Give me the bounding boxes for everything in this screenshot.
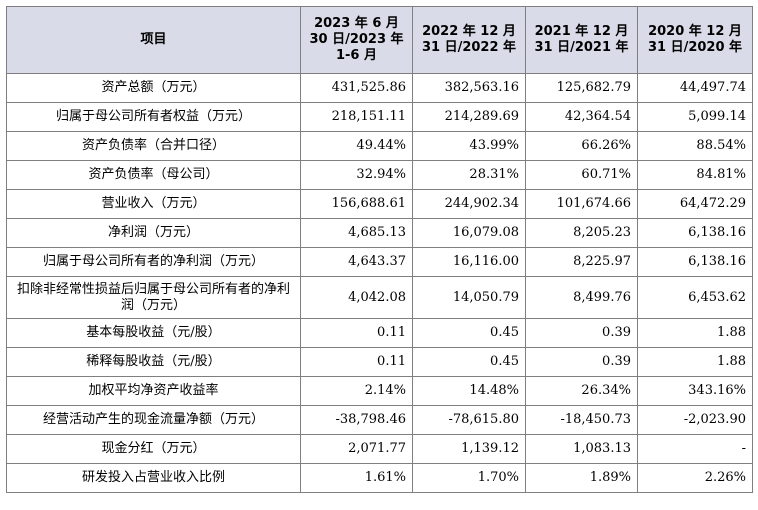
value-cell: 1,139.12	[412, 434, 526, 464]
value-cell: 2,071.77	[300, 434, 413, 464]
row-label: 加权平均净资产收益率	[6, 376, 301, 406]
value-cell: 5,099.14	[637, 102, 753, 132]
value-cell: 1.70%	[412, 463, 526, 493]
header-row: 项目 2023 年 6 月 30 日/2023 年 1-6 月 2022 年 1…	[6, 6, 753, 74]
value-cell: 4,643.37	[300, 247, 413, 277]
row-label: 基本每股收益（元/股）	[6, 318, 301, 348]
value-cell: 156,688.61	[300, 189, 413, 219]
row-label: 研发投入占营业收入比例	[6, 463, 301, 493]
value-cell: 26.34%	[525, 376, 638, 406]
value-cell: 64,472.29	[637, 189, 753, 219]
value-cell: 28.31%	[412, 160, 526, 190]
table-row: 归属于母公司所有者权益（万元） 218,151.11 214,289.69 42,36…	[6, 102, 753, 132]
header-2022: 2022 年 12 月 31 日/2022 年	[412, 6, 526, 74]
value-cell: 244,902.34	[412, 189, 526, 219]
value-cell: 214,289.69	[412, 102, 526, 132]
header-2021: 2021 年 12 月 31 日/2021 年	[525, 6, 638, 74]
value-cell: 6,138.16	[637, 218, 753, 248]
value-cell: 343.16%	[637, 376, 753, 406]
row-label: 归属于母公司所有者的净利润（万元）	[6, 247, 301, 277]
value-cell: 49.44%	[300, 131, 413, 161]
table-row: 研发投入占营业收入比例 1.61% 1.70% 1.89% 2.26%	[6, 463, 753, 493]
value-cell: 0.45	[412, 318, 526, 348]
value-cell: 6,453.62	[637, 276, 753, 319]
value-cell: 0.39	[525, 318, 638, 348]
table-row: 资产总额（万元） 431,525.86 382,563.16 125,682.79 44…	[6, 73, 753, 103]
value-cell: 0.11	[300, 318, 413, 348]
value-cell: -18,450.73	[525, 405, 638, 435]
header-2020: 2020 年 12 月 31 日/2020 年	[637, 6, 753, 74]
value-cell: 382,563.16	[412, 73, 526, 103]
value-cell: -2,023.90	[637, 405, 753, 435]
table-row: 基本每股收益（元/股） 0.11 0.45 0.39 1.88	[6, 318, 753, 348]
table-row: 资产负债率（合并口径） 49.44% 43.99% 66.26% 88.54%	[6, 131, 753, 161]
value-cell: 101,674.66	[525, 189, 638, 219]
value-cell: 2.26%	[637, 463, 753, 493]
table-body: 资产总额（万元） 431,525.86 382,563.16 125,682.79 44…	[6, 73, 753, 493]
row-label: 扣除非经常性损益后归属于母公司所有者的净利润（万元）	[6, 276, 301, 319]
value-cell: 1.88	[637, 318, 753, 348]
value-cell: 6,138.16	[637, 247, 753, 277]
table-row: 营业收入（万元） 156,688.61 244,902.34 101,674.66 64…	[6, 189, 753, 219]
table-row: 归属于母公司所有者的净利润（万元） 4,643.37 16,116.00 8,225.…	[6, 247, 753, 277]
row-label: 营业收入（万元）	[6, 189, 301, 219]
value-cell: 0.11	[300, 347, 413, 377]
value-cell: 4,042.08	[300, 276, 413, 319]
table-row: 扣除非经常性损益后归属于母公司所有者的净利润（万元） 4,042.08 14,050…	[6, 276, 753, 319]
value-cell: 8,205.23	[525, 218, 638, 248]
value-cell: 84.81%	[637, 160, 753, 190]
value-cell: 44,497.74	[637, 73, 753, 103]
table-row: 经营活动产生的现金流量净额（万元） -38,798.46 -78,615.80 -18…	[6, 405, 753, 435]
value-cell: 43.99%	[412, 131, 526, 161]
row-label: 资产负债率（合并口径）	[6, 131, 301, 161]
table-row: 加权平均净资产收益率 2.14% 14.48% 26.34% 343.16%	[6, 376, 753, 406]
header-2023h1: 2023 年 6 月 30 日/2023 年 1-6 月	[300, 6, 413, 74]
table-row: 稀释每股收益（元/股） 0.11 0.45 0.39 1.88	[6, 347, 753, 377]
value-cell: -	[637, 434, 753, 464]
value-cell: 16,116.00	[412, 247, 526, 277]
value-cell: 60.71%	[525, 160, 638, 190]
row-label: 经营活动产生的现金流量净额（万元）	[6, 405, 301, 435]
table-row: 现金分红（万元） 2,071.77 1,139.12 1,083.13-	[6, 434, 753, 464]
financial-indicators-table: 项目 2023 年 6 月 30 日/2023 年 1-6 月 2022 年 1…	[6, 6, 753, 493]
row-label: 稀释每股收益（元/股）	[6, 347, 301, 377]
value-cell: 8,225.97	[525, 247, 638, 277]
value-cell: 14.48%	[412, 376, 526, 406]
value-cell: 66.26%	[525, 131, 638, 161]
value-cell: -78,615.80	[412, 405, 526, 435]
value-cell: 0.39	[525, 347, 638, 377]
table-row: 资产负债率（母公司） 32.94% 28.31% 60.71% 84.81%	[6, 160, 753, 190]
value-cell: 218,151.11	[300, 102, 413, 132]
row-label: 净利润（万元）	[6, 218, 301, 248]
value-cell: 14,050.79	[412, 276, 526, 319]
value-cell: 1.89%	[525, 463, 638, 493]
value-cell: 2.14%	[300, 376, 413, 406]
table-header: 项目 2023 年 6 月 30 日/2023 年 1-6 月 2022 年 1…	[6, 6, 753, 74]
row-label: 归属于母公司所有者权益（万元）	[6, 102, 301, 132]
value-cell: 125,682.79	[525, 73, 638, 103]
row-label: 资产负债率（母公司）	[6, 160, 301, 190]
row-label: 现金分红（万元）	[6, 434, 301, 464]
row-label: 资产总额（万元）	[6, 73, 301, 103]
table-row: 净利润（万元） 4,685.13 16,079.08 8,205.23 6,138.16	[6, 218, 753, 248]
value-cell: -38,798.46	[300, 405, 413, 435]
financial-table-wrapper: 项目 2023 年 6 月 30 日/2023 年 1-6 月 2022 年 1…	[6, 6, 753, 493]
value-cell: 1,083.13	[525, 434, 638, 464]
value-cell: 0.45	[412, 347, 526, 377]
value-cell: 32.94%	[300, 160, 413, 190]
header-item: 项目	[6, 6, 301, 74]
value-cell: 1.61%	[300, 463, 413, 493]
value-cell: 8,499.76	[525, 276, 638, 319]
value-cell: 16,079.08	[412, 218, 526, 248]
value-cell: 1.88	[637, 347, 753, 377]
value-cell: 4,685.13	[300, 218, 413, 248]
value-cell: 88.54%	[637, 131, 753, 161]
value-cell: 431,525.86	[300, 73, 413, 103]
value-cell: 42,364.54	[525, 102, 638, 132]
